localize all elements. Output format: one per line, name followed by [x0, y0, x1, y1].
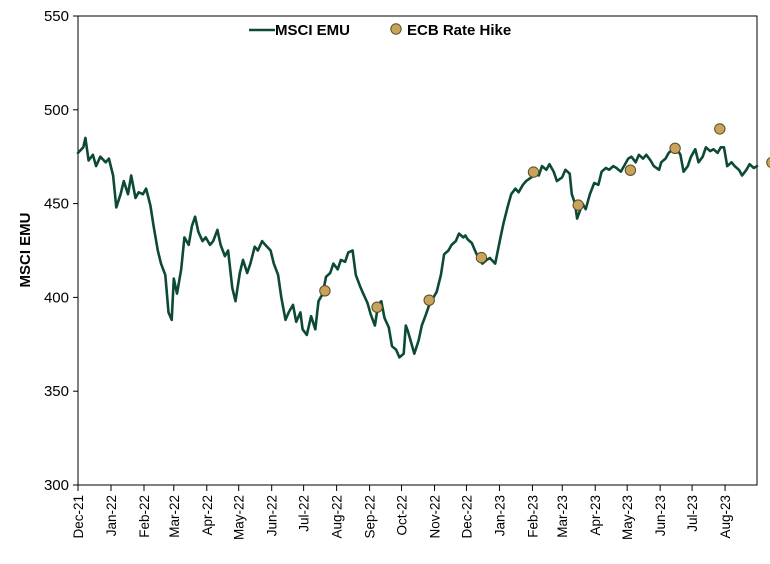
ecb-rate-hike-marker — [572, 199, 584, 211]
ecb-rate-hike-marker — [714, 123, 726, 135]
x-tick-label: Jan-23 — [492, 495, 507, 536]
x-tick-label: Oct-22 — [395, 495, 410, 536]
legend: MSCI EMU ECB Rate Hike — [249, 22, 511, 39]
ecb-rate-hike-marker — [475, 251, 488, 264]
x-tick-label: Aug-22 — [330, 495, 345, 539]
x-tick-label: May-23 — [620, 495, 635, 540]
legend-label-msci-emu: MSCI EMU — [275, 22, 350, 39]
ecb-rate-hike-marker — [527, 166, 540, 178]
series-line-msci-emu — [76, 136, 759, 359]
marker-layer — [319, 123, 770, 313]
x-tick-label: May-22 — [232, 495, 247, 540]
axis-layer: 300 350 400 450 500 550 Dec-21 Jan-22 Feb-22 Mar-… — [44, 8, 758, 540]
ecb-rate-hike-marker — [669, 142, 681, 155]
ecb-rate-hike-marker — [766, 157, 770, 168]
plot-frame — [77, 15, 758, 486]
x-tick-label: Mar-22 — [167, 495, 182, 538]
x-tick-label: Feb-23 — [525, 495, 540, 538]
x-tick-label: Sep-22 — [363, 495, 378, 539]
y-tick-label: 300 — [44, 477, 69, 494]
x-tick-label: Dec-22 — [459, 495, 474, 539]
x-tick-label: Mar-23 — [555, 495, 570, 538]
x-tick-label: Apr-23 — [588, 495, 603, 536]
x-tick-label: Nov-22 — [428, 495, 443, 539]
x-tick-label: Jun-23 — [653, 495, 668, 536]
y-tick-label: 400 — [44, 289, 69, 306]
y-tick-label: 550 — [44, 8, 69, 25]
x-tick-label: Jul-22 — [297, 495, 312, 532]
x-tick-label: Apr-22 — [200, 495, 215, 536]
y-tick-label: 350 — [44, 383, 69, 400]
series-layer — [76, 136, 759, 359]
y-tick-label: 500 — [44, 102, 69, 119]
x-tick-label: Jul-23 — [685, 495, 700, 532]
x-tick-label: Jan-22 — [104, 495, 119, 536]
x-tick-label: Dec-21 — [71, 495, 86, 539]
y-tick-label: 450 — [44, 196, 69, 213]
y-axis-title: MSCI EMU — [17, 213, 34, 288]
ecb-rate-hike-marker — [423, 294, 435, 306]
ecb-rate-hike-marker — [319, 285, 331, 297]
ecb-rate-hike-marker — [624, 164, 637, 176]
legend-marker-swatch — [390, 23, 402, 35]
x-tick-label: Feb-22 — [137, 495, 152, 538]
ecb-rate-hike-marker — [371, 301, 383, 313]
x-tick-label: Aug-23 — [718, 495, 733, 539]
legend-label-ecb-rate-hike: ECB Rate Hike — [407, 22, 511, 39]
x-tick-label: Jun-22 — [265, 495, 280, 536]
